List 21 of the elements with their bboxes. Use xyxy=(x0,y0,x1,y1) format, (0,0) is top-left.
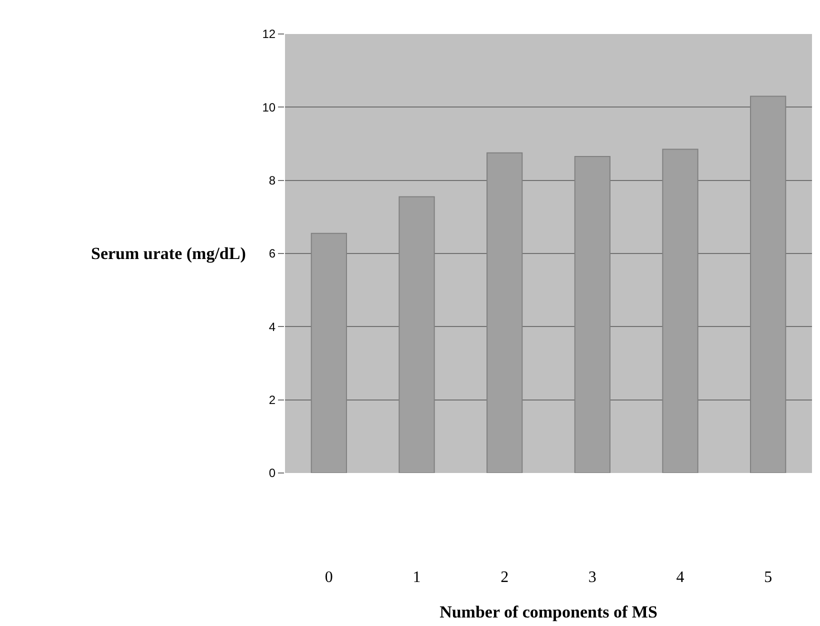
y-tick-label: 10 xyxy=(262,100,276,114)
y-axis-title: Serum urate (mg/dL) xyxy=(91,244,246,263)
y-tick-label: 8 xyxy=(268,174,276,188)
bar xyxy=(398,196,435,473)
y-tick-label: 12 xyxy=(262,27,276,42)
y-tick-label: 2 xyxy=(268,393,276,408)
bar xyxy=(574,156,610,473)
x-tick-label: 3 xyxy=(588,569,596,586)
y-tick-label: 4 xyxy=(268,320,276,334)
x-tick-label: 2 xyxy=(500,569,509,586)
x-tick-label: 0 xyxy=(324,569,333,586)
x-tick-label: 4 xyxy=(676,569,684,586)
x-axis-title: Number of components of MS xyxy=(440,602,658,622)
x-tick-label: 1 xyxy=(412,569,421,586)
x-tick-label: 5 xyxy=(764,569,772,586)
y-tick-label: 0 xyxy=(268,466,276,480)
bar xyxy=(750,96,786,473)
bar xyxy=(486,152,523,473)
bar xyxy=(310,232,347,473)
bar xyxy=(662,148,698,473)
y-tick-label: 6 xyxy=(268,246,276,261)
